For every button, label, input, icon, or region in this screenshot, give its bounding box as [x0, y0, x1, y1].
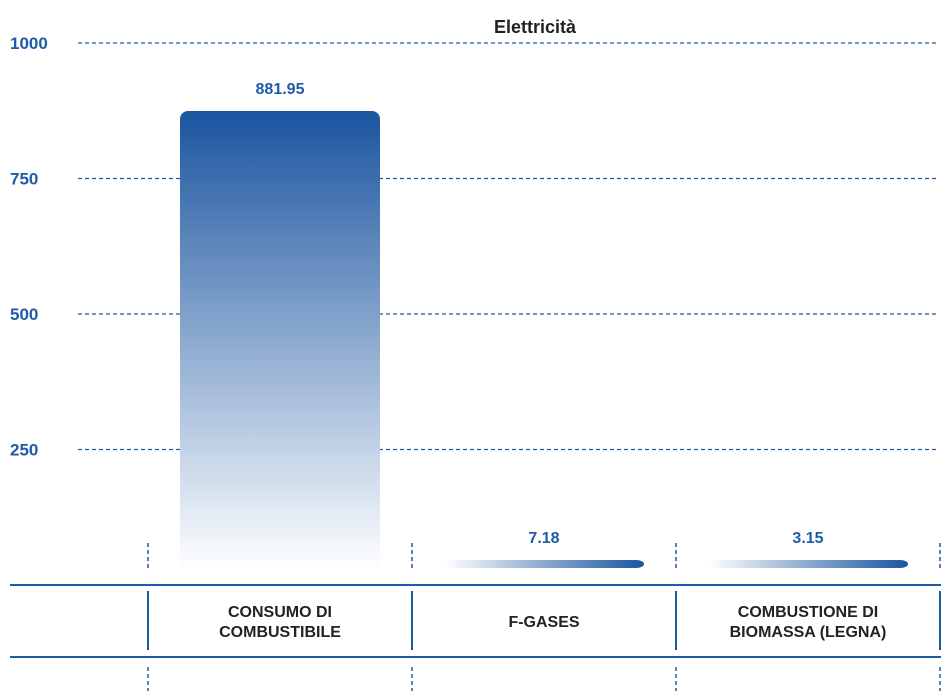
gridlines: 250 500 750 1000 — [10, 34, 937, 460]
category-label-2-0: COMBUSTIONE DI — [738, 604, 878, 621]
category-label-1-0: F-GASES — [508, 614, 579, 631]
category-label-0-0: CONSUMO DI — [228, 604, 332, 621]
y-tick-label-1000: 1000 — [10, 34, 48, 53]
bars: 881.95 7.18 3.15 — [180, 81, 908, 570]
y-tick-label-250: 250 — [10, 441, 38, 460]
bar-value-label-0: 881.95 — [256, 81, 305, 98]
chart-title: Elettricità — [494, 17, 577, 37]
bar-0 — [180, 111, 380, 570]
bar-1 — [444, 560, 644, 568]
bar-2 — [708, 560, 908, 568]
y-tick-label-750: 750 — [10, 170, 38, 189]
y-tick-label-500: 500 — [10, 305, 38, 324]
category-label-2-1: BIOMASSA (LEGNA) — [730, 624, 887, 641]
category-axis: CONSUMO DI COMBUSTIBILE F-GASES COMBUSTIONE… — [10, 543, 941, 691]
bar-value-label-1: 7.18 — [528, 530, 559, 547]
category-label-0-1: COMBUSTIBILE — [219, 624, 341, 641]
bar-value-label-2: 3.15 — [792, 530, 823, 547]
